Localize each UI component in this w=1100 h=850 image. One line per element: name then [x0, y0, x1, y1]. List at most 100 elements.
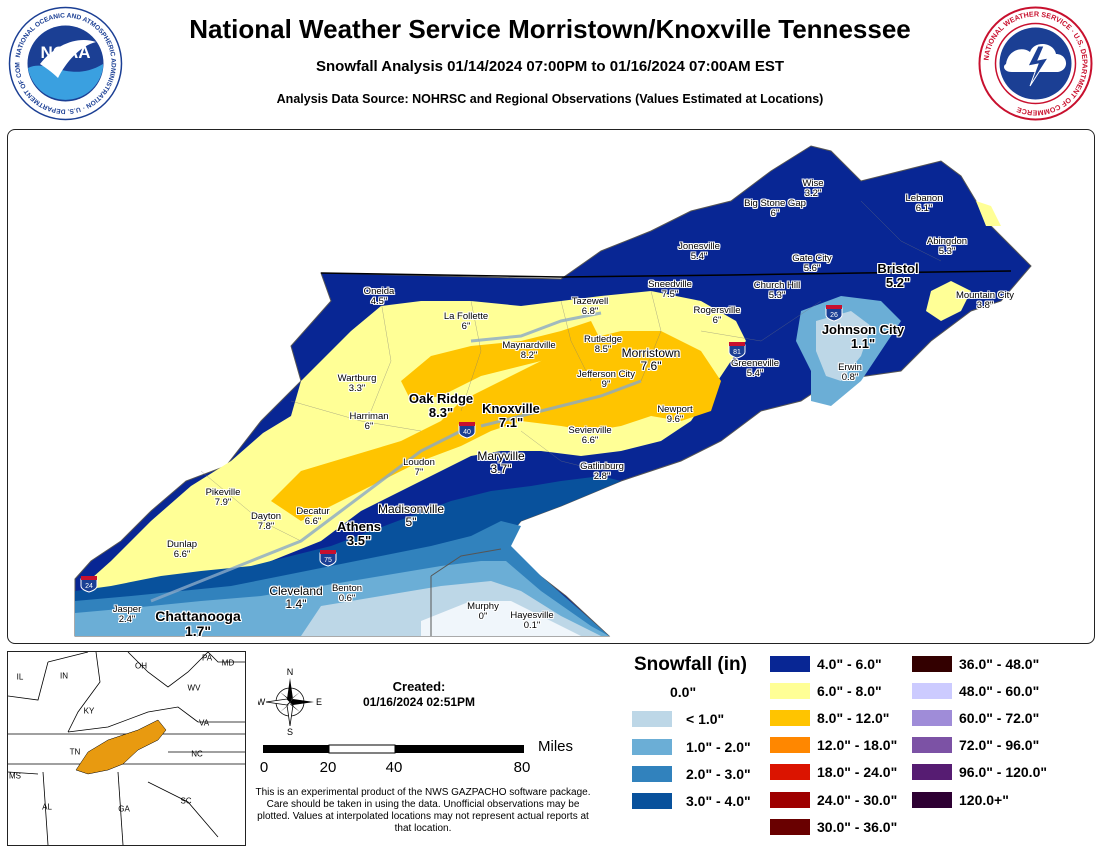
page-subtitle: Snowfall Analysis 01/14/2024 07:00PM to …: [315, 58, 785, 75]
inset-state-label: TN: [69, 747, 81, 757]
location-name: Abingdon: [926, 236, 968, 247]
location-snowfall-value: 7.1": [498, 414, 524, 430]
location-name: Chattanooga: [155, 608, 241, 624]
legend-swatch: [770, 737, 810, 753]
location-snowfall-value: 4.5": [370, 295, 388, 307]
legend-swatch: [912, 737, 952, 753]
legend-swatch: [770, 819, 810, 835]
location-snowfall-value: 6.8": [581, 305, 599, 317]
inset-state-label: OH: [135, 661, 147, 671]
location-name: Oak Ridge: [408, 391, 474, 406]
inset-state-label: GA: [118, 804, 130, 814]
location-label-morristown: Morristown 7.6": [622, 347, 681, 372]
legend-label: 12.0" - 18.0": [817, 737, 898, 753]
location-name: Dunlap: [166, 539, 198, 550]
created-label: Created:: [392, 679, 446, 694]
legend-swatch: [770, 792, 810, 808]
location-name: Wartburg: [337, 373, 377, 384]
location-name: Sneedville: [648, 279, 692, 290]
location-snowfall-value: 9": [601, 378, 611, 390]
snow-band-ne-yellow: [926, 281, 971, 321]
inset-map-shapes: [8, 652, 245, 845]
location-snowfall-value: 5.3": [938, 245, 956, 257]
location-snowfall-value: 3.3": [348, 382, 366, 394]
location-snowfall-value: 6.6": [173, 548, 191, 560]
location-name: Oneida: [363, 286, 395, 297]
legend-label: 120.0+": [959, 792, 1009, 808]
location-snowfall-value: 1.1": [850, 335, 876, 351]
location-snowfall-value: 1.4": [285, 596, 307, 611]
location-snowfall-value: 7.9": [214, 496, 232, 508]
location-label-gatlinburg: Gatlinburg 2.8": [580, 462, 624, 482]
location-name: Jonesville: [678, 241, 720, 252]
location-name: Rutledge: [583, 334, 623, 345]
state-boundary: [320, 270, 1012, 278]
inset-state-label: MD: [221, 658, 235, 668]
legend-swatch: [912, 656, 952, 672]
scale-tick-label: 40: [385, 759, 403, 776]
location-snowfall-value: 9.6": [666, 413, 684, 425]
svg-text:75: 75: [324, 557, 332, 564]
disclaimer-text: This is an experimental product of the N…: [255, 787, 591, 834]
location-snowfall-value: 2.4": [118, 613, 136, 625]
interstate-26-shield: 26: [825, 305, 843, 322]
location-label-harriman: Harriman 6": [349, 412, 388, 432]
location-name: Madisonville: [377, 502, 445, 516]
snow-band-jc-under-1: [816, 311, 871, 381]
location-label-big-stone-gap: Big Stone Gap 6": [744, 199, 806, 219]
legend-swatch: [632, 793, 672, 809]
location-snowfall-value: 6.6": [304, 515, 322, 527]
location-name: Johnson City: [821, 322, 905, 337]
legend-swatch: [912, 683, 952, 699]
location-name: Greeneville: [730, 358, 780, 369]
nws-logo: NATIONAL WEATHER SERVICE · U.S. DEPARTME…: [978, 6, 1093, 121]
location-snowfall-value: 1.7": [184, 622, 212, 639]
legend-label: 72.0" - 96.0": [959, 737, 1040, 753]
page-title: National Weather Service Morristown/Knox…: [189, 14, 911, 44]
compass-west-label: W: [258, 697, 266, 707]
svg-text:81: 81: [733, 349, 741, 356]
location-name: Lebanon: [905, 193, 943, 204]
legend-swatch: [912, 710, 952, 726]
location-label-oneida: Oneida 4.5": [364, 287, 395, 307]
location-name: Wise: [802, 178, 824, 189]
location-label-johnson-city: Johnson City 1.1": [822, 323, 904, 350]
location-label-knoxville: Knoxville 7.1": [482, 402, 540, 429]
location-label-dayton: Dayton 7.8": [251, 512, 281, 532]
legend-label: 24.0" - 30.0": [817, 792, 898, 808]
compass-north-label: N: [287, 667, 294, 677]
location-snowfall-value: 5": [405, 514, 417, 529]
location-label-greeneville: Greeneville 5.4": [731, 359, 779, 379]
legend-swatch: [770, 764, 810, 780]
location-name: Big Stone Gap: [744, 198, 806, 209]
location-label-sevierville: Sevierville 6.6": [568, 426, 611, 446]
legend-label: < 1.0": [686, 711, 725, 727]
location-snowfall-value: 8.3": [428, 404, 454, 420]
location-label-hayesville: Hayesville 0.1": [510, 611, 553, 631]
inset-locator-map: IL IN OH WV PA MD KY VA TN NC MS AL GA S…: [7, 651, 246, 846]
inset-state-label: AL: [42, 802, 52, 812]
legend-label: 3.0" - 4.0": [686, 793, 751, 809]
location-name: Gatlinburg: [580, 461, 624, 472]
location-name: Cleveland: [269, 584, 323, 598]
location-label-jasper: Jasper 2.4": [113, 605, 142, 625]
location-label-maynardville: Maynardville 8.2": [502, 341, 555, 361]
location-name: Church Hill: [753, 280, 801, 291]
location-name: Jasper: [112, 604, 142, 615]
location-snowfall-value: 6": [770, 207, 780, 219]
legend-label: 48.0" - 60.0": [959, 683, 1040, 699]
location-name: Benton: [331, 583, 363, 594]
location-snowfall-value: 0": [478, 610, 488, 622]
location-label-mountain-city: Mountain City 3.8": [956, 291, 1014, 311]
location-name: Knoxville: [482, 401, 540, 416]
county-lines: [200, 200, 942, 542]
scale-tick-label: 20: [319, 759, 337, 776]
legend-label: 60.0" - 72.0": [959, 710, 1040, 726]
location-label-athens: Athens 3.5": [337, 520, 381, 547]
legend-label: 96.0" - 120.0": [959, 764, 1047, 780]
location-label-cleveland: Cleveland 1.4": [269, 585, 322, 610]
location-snowfall-value: 7.5": [661, 288, 679, 300]
location-name: Tazewell: [571, 296, 609, 307]
legend-swatch: [632, 739, 672, 755]
legend-swatch: [632, 766, 672, 782]
